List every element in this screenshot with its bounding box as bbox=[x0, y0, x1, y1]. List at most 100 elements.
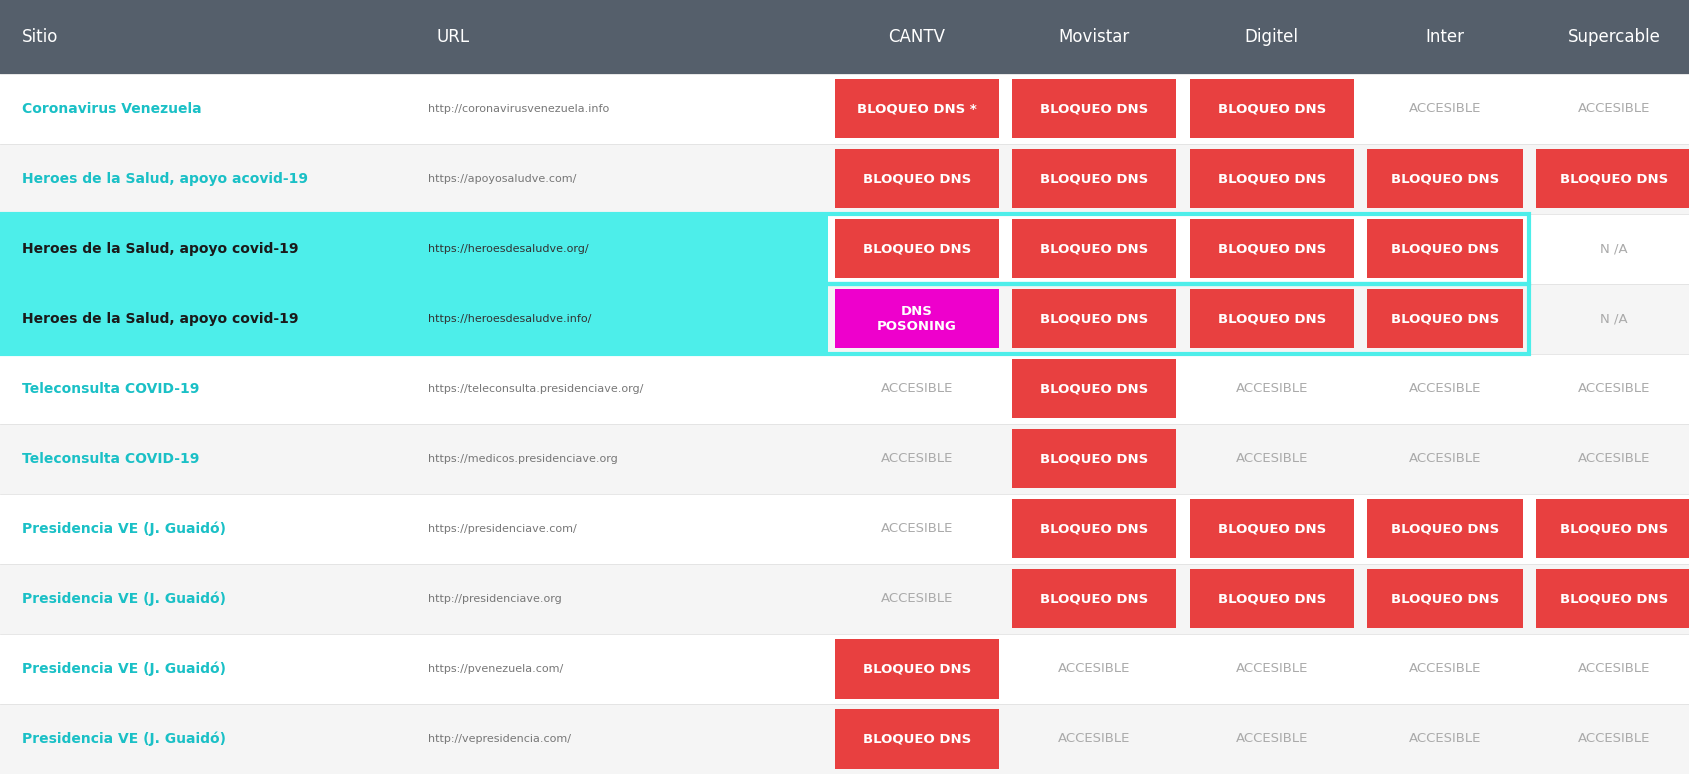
Text: Presidencia VE (J. Guaidó): Presidencia VE (J. Guaidó) bbox=[22, 731, 226, 746]
FancyBboxPatch shape bbox=[0, 283, 1689, 354]
Text: BLOQUEO DNS: BLOQUEO DNS bbox=[1039, 382, 1149, 396]
Text: Presidencia VE (J. Guaidó): Presidencia VE (J. Guaidó) bbox=[22, 662, 226, 676]
FancyBboxPatch shape bbox=[0, 424, 1689, 494]
FancyBboxPatch shape bbox=[1012, 359, 1176, 418]
Text: BLOQUEO DNS: BLOQUEO DNS bbox=[1216, 522, 1326, 536]
FancyBboxPatch shape bbox=[414, 0, 828, 74]
FancyBboxPatch shape bbox=[1189, 79, 1353, 138]
FancyBboxPatch shape bbox=[0, 144, 1689, 214]
FancyBboxPatch shape bbox=[414, 283, 828, 354]
Text: ACCESIBLE: ACCESIBLE bbox=[1057, 663, 1130, 676]
Text: BLOQUEO DNS: BLOQUEO DNS bbox=[1039, 312, 1149, 325]
FancyBboxPatch shape bbox=[1189, 289, 1353, 348]
Text: Heroes de la Salud, apoyo acovid-19: Heroes de la Salud, apoyo acovid-19 bbox=[22, 172, 307, 186]
Text: BLOQUEO DNS *: BLOQUEO DNS * bbox=[856, 102, 976, 115]
FancyBboxPatch shape bbox=[1012, 499, 1176, 558]
Text: ACCESIBLE: ACCESIBLE bbox=[1409, 732, 1480, 745]
Text: Movistar: Movistar bbox=[1057, 28, 1130, 46]
Text: BLOQUEO DNS: BLOQUEO DNS bbox=[1390, 312, 1498, 325]
Text: Supercable: Supercable bbox=[1567, 28, 1659, 46]
Text: ACCESIBLE: ACCESIBLE bbox=[880, 522, 953, 536]
Text: http://coronavirusvenezuela.info: http://coronavirusvenezuela.info bbox=[427, 104, 608, 114]
FancyBboxPatch shape bbox=[0, 354, 1689, 424]
FancyBboxPatch shape bbox=[1012, 429, 1176, 488]
Text: http://presidenciave.org: http://presidenciave.org bbox=[427, 594, 561, 604]
Text: ACCESIBLE: ACCESIBLE bbox=[1409, 452, 1480, 465]
Text: BLOQUEO DNS: BLOQUEO DNS bbox=[861, 732, 971, 745]
Text: https://medicos.presidenciave.org: https://medicos.presidenciave.org bbox=[427, 454, 616, 464]
Text: BLOQUEO DNS: BLOQUEO DNS bbox=[861, 663, 971, 676]
Text: BLOQUEO DNS: BLOQUEO DNS bbox=[1216, 102, 1326, 115]
Text: ACCESIBLE: ACCESIBLE bbox=[1578, 382, 1648, 396]
FancyBboxPatch shape bbox=[0, 494, 1689, 563]
FancyBboxPatch shape bbox=[1535, 499, 1689, 558]
Text: ACCESIBLE: ACCESIBLE bbox=[1578, 452, 1648, 465]
FancyBboxPatch shape bbox=[0, 634, 1689, 704]
Text: ACCESIBLE: ACCESIBLE bbox=[880, 452, 953, 465]
Text: BLOQUEO DNS: BLOQUEO DNS bbox=[1216, 172, 1326, 185]
FancyBboxPatch shape bbox=[1182, 0, 1360, 74]
Text: https://heroesdesaludve.org/: https://heroesdesaludve.org/ bbox=[427, 244, 588, 254]
Text: N /A: N /A bbox=[1599, 312, 1627, 325]
FancyBboxPatch shape bbox=[0, 563, 1689, 634]
Text: https://pvenezuela.com/: https://pvenezuela.com/ bbox=[427, 664, 562, 674]
FancyBboxPatch shape bbox=[1535, 569, 1689, 628]
FancyBboxPatch shape bbox=[1535, 149, 1689, 208]
Text: ACCESIBLE: ACCESIBLE bbox=[1235, 452, 1307, 465]
Text: DNS
POSONING: DNS POSONING bbox=[877, 305, 956, 333]
Text: BLOQUEO DNS: BLOQUEO DNS bbox=[1390, 522, 1498, 536]
FancyBboxPatch shape bbox=[834, 289, 998, 348]
Text: ACCESIBLE: ACCESIBLE bbox=[1409, 663, 1480, 676]
FancyBboxPatch shape bbox=[0, 214, 1689, 284]
FancyBboxPatch shape bbox=[834, 709, 998, 769]
Text: https://heroesdesaludve.info/: https://heroesdesaludve.info/ bbox=[427, 313, 591, 324]
FancyBboxPatch shape bbox=[834, 219, 998, 279]
Text: URL: URL bbox=[436, 28, 470, 46]
FancyBboxPatch shape bbox=[834, 639, 998, 698]
FancyBboxPatch shape bbox=[0, 704, 1689, 774]
Text: ACCESIBLE: ACCESIBLE bbox=[1578, 663, 1648, 676]
FancyBboxPatch shape bbox=[1189, 569, 1353, 628]
Text: Heroes de la Salud, apoyo covid-19: Heroes de la Salud, apoyo covid-19 bbox=[22, 312, 299, 326]
FancyBboxPatch shape bbox=[1012, 569, 1176, 628]
FancyBboxPatch shape bbox=[1366, 149, 1522, 208]
FancyBboxPatch shape bbox=[0, 74, 1689, 144]
Text: http://vepresidencia.com/: http://vepresidencia.com/ bbox=[427, 734, 571, 744]
Text: BLOQUEO DNS: BLOQUEO DNS bbox=[1039, 522, 1149, 536]
Text: Teleconsulta COVID-19: Teleconsulta COVID-19 bbox=[22, 382, 199, 396]
FancyBboxPatch shape bbox=[1529, 0, 1689, 74]
FancyBboxPatch shape bbox=[1012, 289, 1176, 348]
Text: BLOQUEO DNS: BLOQUEO DNS bbox=[1390, 592, 1498, 605]
FancyBboxPatch shape bbox=[414, 214, 828, 284]
Text: BLOQUEO DNS: BLOQUEO DNS bbox=[1216, 312, 1326, 325]
FancyBboxPatch shape bbox=[1189, 149, 1353, 208]
FancyBboxPatch shape bbox=[1360, 0, 1529, 74]
Text: Teleconsulta COVID-19: Teleconsulta COVID-19 bbox=[22, 452, 199, 466]
Text: ACCESIBLE: ACCESIBLE bbox=[1578, 732, 1648, 745]
Text: BLOQUEO DNS: BLOQUEO DNS bbox=[1390, 242, 1498, 255]
FancyBboxPatch shape bbox=[1366, 219, 1522, 279]
FancyBboxPatch shape bbox=[834, 79, 998, 138]
Text: ACCESIBLE: ACCESIBLE bbox=[1409, 102, 1480, 115]
Text: BLOQUEO DNS: BLOQUEO DNS bbox=[1216, 592, 1326, 605]
FancyBboxPatch shape bbox=[1012, 219, 1176, 279]
FancyBboxPatch shape bbox=[1012, 79, 1176, 138]
Text: Presidencia VE (J. Guaidó): Presidencia VE (J. Guaidó) bbox=[22, 522, 226, 536]
Text: ACCESIBLE: ACCESIBLE bbox=[1057, 732, 1130, 745]
FancyBboxPatch shape bbox=[1366, 569, 1522, 628]
Text: BLOQUEO DNS: BLOQUEO DNS bbox=[1039, 452, 1149, 465]
FancyBboxPatch shape bbox=[1189, 219, 1353, 279]
Text: ACCESIBLE: ACCESIBLE bbox=[1235, 382, 1307, 396]
FancyBboxPatch shape bbox=[1366, 289, 1522, 348]
Text: BLOQUEO DNS: BLOQUEO DNS bbox=[1039, 102, 1149, 115]
Text: https://teleconsulta.presidenciave.org/: https://teleconsulta.presidenciave.org/ bbox=[427, 384, 642, 394]
Text: ACCESIBLE: ACCESIBLE bbox=[1235, 663, 1307, 676]
FancyBboxPatch shape bbox=[0, 0, 414, 74]
Text: ACCESIBLE: ACCESIBLE bbox=[1235, 732, 1307, 745]
Text: BLOQUEO DNS: BLOQUEO DNS bbox=[861, 172, 971, 185]
FancyBboxPatch shape bbox=[1005, 0, 1182, 74]
Text: ACCESIBLE: ACCESIBLE bbox=[1578, 102, 1648, 115]
Text: Digitel: Digitel bbox=[1245, 28, 1297, 46]
Text: CANTV: CANTV bbox=[888, 28, 944, 46]
FancyBboxPatch shape bbox=[0, 283, 414, 354]
